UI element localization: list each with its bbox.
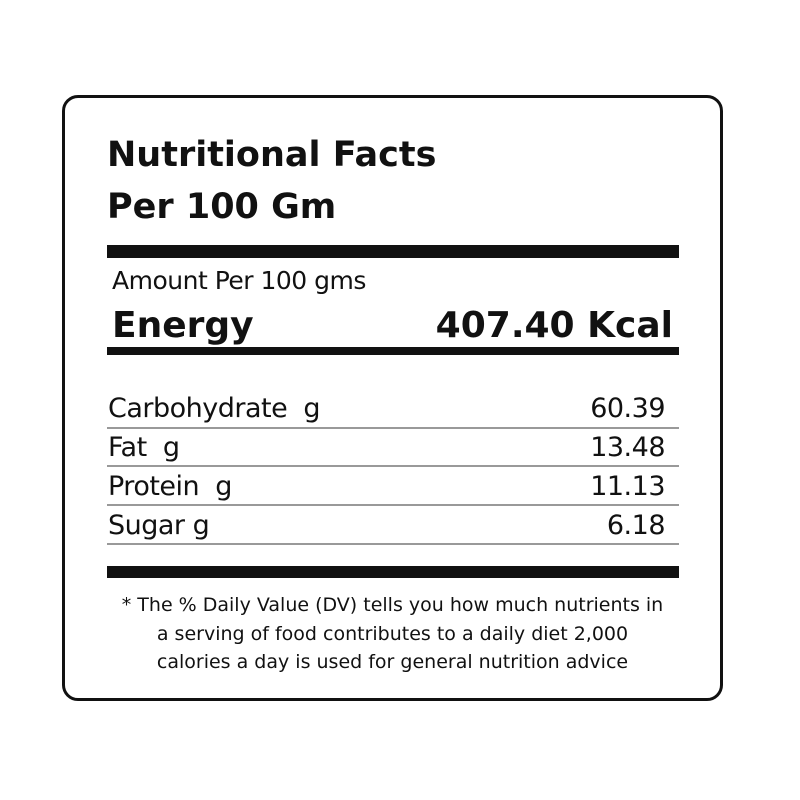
nutrient-label: Protein g <box>108 471 232 502</box>
nutrient-row: Carbohydrate g 60.39 <box>108 393 665 425</box>
nutrient-value: 6.18 <box>606 510 666 541</box>
amount-label: Amount Per 100 gms <box>112 266 366 295</box>
title-line-1: Nutritional Facts <box>107 135 437 175</box>
row-divider <box>107 504 679 506</box>
nutrient-value: 13.48 <box>590 432 665 463</box>
nutrient-row: Sugar g 6.18 <box>108 510 666 542</box>
footnote-line: a serving of food contributes to a daily… <box>156 622 629 645</box>
row-divider <box>107 465 679 467</box>
footnote-line: calories a day is used for general nutri… <box>156 651 629 673</box>
nutrient-row: Fat g 13.48 <box>108 432 665 464</box>
title-line-2: Per 100 Gm <box>107 187 337 227</box>
nutrient-label: Sugar g <box>108 510 210 541</box>
row-divider <box>107 427 679 429</box>
nutrient-value: 60.39 <box>590 393 665 424</box>
nutrient-row: Protein g 11.13 <box>108 471 665 503</box>
label-border <box>62 95 723 701</box>
divider-thick-top <box>107 245 679 258</box>
row-divider <box>107 543 679 545</box>
energy-label: Energy <box>112 305 254 346</box>
nutrient-label: Carbohydrate g <box>108 393 321 424</box>
divider-thick-bottom <box>107 566 679 578</box>
nutrient-label: Fat g <box>108 432 180 463</box>
energy-value: 407.40 Kcal <box>435 305 673 346</box>
footnote: * The % Daily Value (DV) tells you how m… <box>62 591 723 677</box>
footnote-line: * The % Daily Value (DV) tells you how m… <box>121 594 664 616</box>
divider-energy <box>107 347 679 355</box>
nutrient-value: 11.13 <box>590 471 665 502</box>
